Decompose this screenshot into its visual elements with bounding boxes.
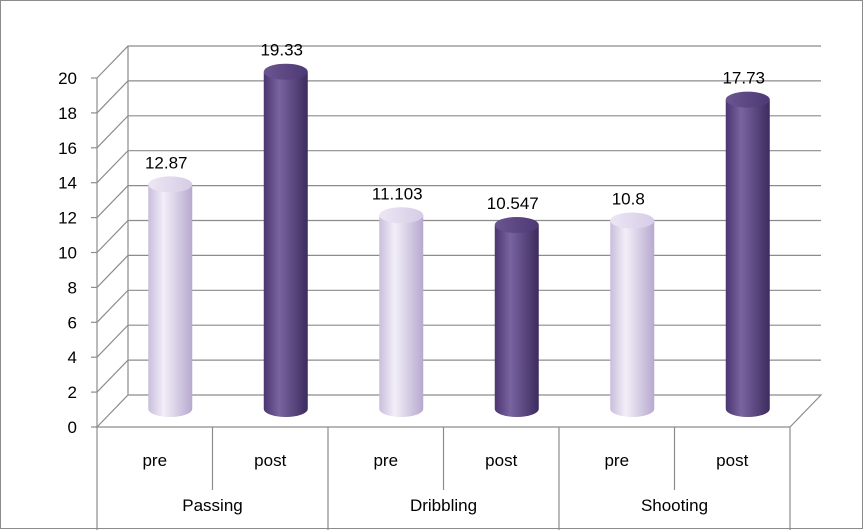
bar-body bbox=[725, 99, 770, 417]
data-label: 11.103 bbox=[372, 184, 423, 203]
gridlines bbox=[96, 45, 821, 393]
y-tick-label: 16 bbox=[58, 139, 77, 158]
gridline bbox=[96, 115, 821, 149]
bar-body bbox=[379, 215, 424, 417]
x-category-label: post bbox=[716, 451, 748, 470]
data-label: 12.87 bbox=[145, 153, 188, 172]
floor-plane bbox=[95, 394, 823, 428]
x-group-label: Dribbling bbox=[410, 496, 477, 515]
data-label: 10.8 bbox=[612, 190, 645, 209]
data-label: 10.547 bbox=[487, 194, 539, 213]
gridline bbox=[96, 45, 821, 79]
x-category-label: pre bbox=[142, 451, 167, 470]
x-group-label: Passing bbox=[182, 496, 242, 515]
gridline bbox=[96, 289, 821, 323]
x-category-label: pre bbox=[373, 451, 398, 470]
data-label: 19.33 bbox=[260, 41, 303, 60]
bar-top bbox=[148, 176, 193, 193]
x-category-label: post bbox=[254, 451, 286, 470]
bar-body bbox=[494, 224, 539, 417]
y-tick-label: 12 bbox=[58, 209, 77, 228]
y-axis-ticks: 0 2 4 6 8 10 12 14 16 18 20 bbox=[58, 69, 97, 437]
gridline bbox=[96, 324, 821, 358]
bar-top bbox=[494, 216, 539, 233]
y-tick-label: 8 bbox=[68, 278, 77, 297]
y-tick-label: 20 bbox=[58, 69, 77, 88]
bar-top bbox=[263, 63, 308, 80]
bar-body bbox=[610, 220, 655, 417]
y-tick-label: 14 bbox=[58, 174, 77, 193]
y-tick-label: 4 bbox=[68, 348, 77, 367]
y-tick-label: 18 bbox=[58, 104, 77, 123]
bars bbox=[148, 63, 770, 417]
gridline bbox=[96, 80, 821, 114]
y-tick-label: 0 bbox=[68, 418, 77, 437]
x-category-label: post bbox=[485, 451, 517, 470]
gridline bbox=[96, 150, 821, 184]
bar-top bbox=[610, 212, 655, 229]
bar-top bbox=[379, 207, 424, 224]
y-tick-label: 2 bbox=[68, 383, 77, 402]
bar-post-4 bbox=[494, 216, 539, 417]
data-labels: 12.87 19.33 11.103 10.547 10.8 17.73 bbox=[145, 41, 765, 213]
x-axis: pre post pre post pre post Passing Dribbling Sho… bbox=[96, 427, 791, 530]
bar-pre-1 bbox=[148, 176, 193, 417]
gridline bbox=[96, 185, 821, 219]
bar-pre-5 bbox=[610, 212, 655, 417]
bar-top bbox=[725, 91, 770, 108]
bar-body bbox=[263, 71, 308, 417]
bar-post-2 bbox=[263, 63, 308, 417]
gridline bbox=[96, 219, 821, 253]
x-category-label: pre bbox=[604, 451, 629, 470]
y-tick-label: 10 bbox=[58, 244, 77, 263]
y-tick-label: 6 bbox=[68, 313, 77, 332]
gridline bbox=[96, 254, 821, 288]
bar-pre-3 bbox=[379, 207, 424, 417]
chart-walls bbox=[95, 46, 823, 428]
bar-body bbox=[148, 184, 193, 417]
x-group-label: Shooting bbox=[641, 496, 708, 515]
bar-post-6 bbox=[725, 91, 770, 417]
gridline bbox=[96, 359, 821, 393]
data-label: 17.73 bbox=[722, 69, 765, 88]
